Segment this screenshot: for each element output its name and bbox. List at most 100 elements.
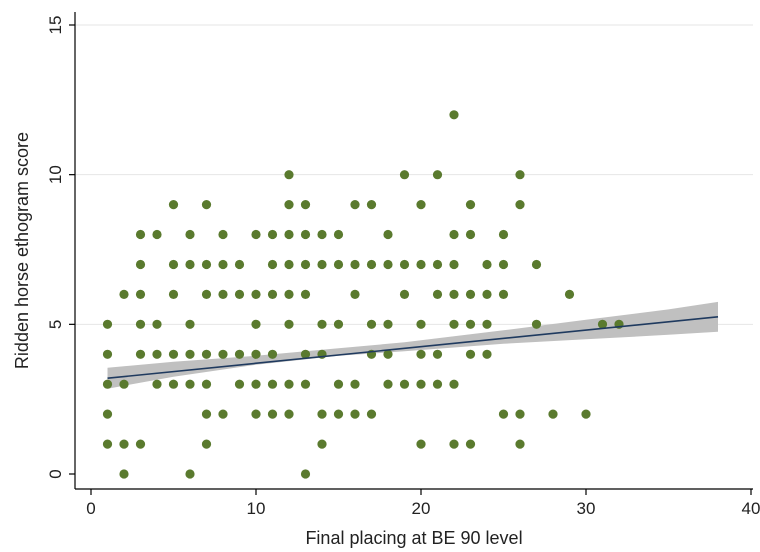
data-point <box>366 409 377 419</box>
y-axis-title: Ridden horse ethogram score <box>12 132 32 369</box>
data-point <box>416 439 426 449</box>
grid-lines <box>75 24 753 325</box>
data-point <box>482 259 492 270</box>
data-point <box>284 259 294 270</box>
data-point <box>498 259 509 270</box>
data-point <box>185 349 195 359</box>
data-point <box>515 200 525 210</box>
confidence-band-layer <box>107 301 718 389</box>
data-point <box>284 200 294 210</box>
data-point <box>548 409 558 419</box>
data-point <box>201 379 212 389</box>
data-point <box>399 379 410 389</box>
data-point <box>449 259 459 270</box>
points-layer <box>102 110 624 479</box>
x-tick-label: 20 <box>412 499 431 518</box>
data-point <box>267 409 278 419</box>
data-point <box>432 349 443 359</box>
data-point <box>119 469 129 479</box>
y-tick-label: 0 <box>46 469 65 478</box>
data-point <box>201 439 212 449</box>
data-point <box>399 170 410 180</box>
data-point <box>168 259 179 270</box>
data-point <box>168 349 179 359</box>
data-point <box>449 439 459 449</box>
y-tick-label: 10 <box>46 165 65 184</box>
data-point <box>185 469 195 479</box>
data-point <box>350 409 360 419</box>
data-point <box>449 289 459 299</box>
data-point <box>465 349 476 359</box>
data-point <box>333 259 344 270</box>
data-point <box>135 229 146 240</box>
data-point <box>168 200 179 210</box>
fit-line <box>107 316 719 380</box>
data-point <box>317 409 327 419</box>
data-point <box>185 229 195 240</box>
data-point <box>317 439 327 449</box>
data-point <box>383 229 393 240</box>
x-tick-label: 10 <box>247 499 266 518</box>
data-point <box>416 379 426 389</box>
data-point <box>366 200 377 210</box>
x-tick-label: 40 <box>742 499 760 518</box>
data-point <box>185 259 195 270</box>
data-point <box>102 349 113 359</box>
data-point <box>218 259 228 270</box>
data-point <box>482 289 492 299</box>
data-point <box>201 349 212 359</box>
data-point <box>449 379 459 389</box>
data-point <box>350 259 360 270</box>
data-point <box>482 319 492 329</box>
data-point <box>432 259 443 270</box>
data-point <box>119 289 129 299</box>
data-point <box>284 170 294 180</box>
data-point <box>300 200 311 210</box>
y-tick-label: 15 <box>46 16 65 35</box>
data-point <box>432 289 443 299</box>
data-point <box>284 289 294 299</box>
data-point <box>152 229 162 240</box>
data-point <box>267 289 278 299</box>
data-point <box>135 319 146 329</box>
data-point <box>135 349 146 359</box>
x-tick-label: 30 <box>577 499 596 518</box>
data-point <box>515 409 525 419</box>
data-point <box>284 319 294 329</box>
data-point <box>251 349 261 359</box>
data-point <box>185 319 195 329</box>
data-point <box>135 259 146 270</box>
data-point <box>333 409 344 419</box>
data-point <box>185 379 195 389</box>
data-point <box>168 379 179 389</box>
data-point <box>267 379 278 389</box>
data-point <box>465 229 476 240</box>
data-point <box>201 200 212 210</box>
data-point <box>350 200 360 210</box>
data-point <box>465 200 476 210</box>
data-point <box>449 110 459 120</box>
data-point <box>267 349 278 359</box>
data-point <box>251 379 261 389</box>
data-point <box>284 409 294 419</box>
x-axis-title: Final placing at BE 90 level <box>305 528 522 548</box>
data-point <box>102 379 113 389</box>
data-point <box>333 379 344 389</box>
data-point <box>251 409 261 419</box>
data-point <box>317 319 327 329</box>
data-point <box>119 379 129 389</box>
data-point <box>218 409 228 419</box>
data-point <box>300 469 311 479</box>
data-point <box>350 289 360 299</box>
data-point <box>515 439 525 449</box>
data-point <box>251 319 261 329</box>
data-point <box>251 289 261 299</box>
data-point <box>152 319 162 329</box>
data-point <box>300 349 311 359</box>
data-point <box>350 379 360 389</box>
data-point <box>234 379 245 389</box>
fit-line-layer <box>107 316 719 380</box>
data-point <box>498 229 509 240</box>
confidence-band <box>107 301 718 389</box>
data-point <box>498 409 509 419</box>
